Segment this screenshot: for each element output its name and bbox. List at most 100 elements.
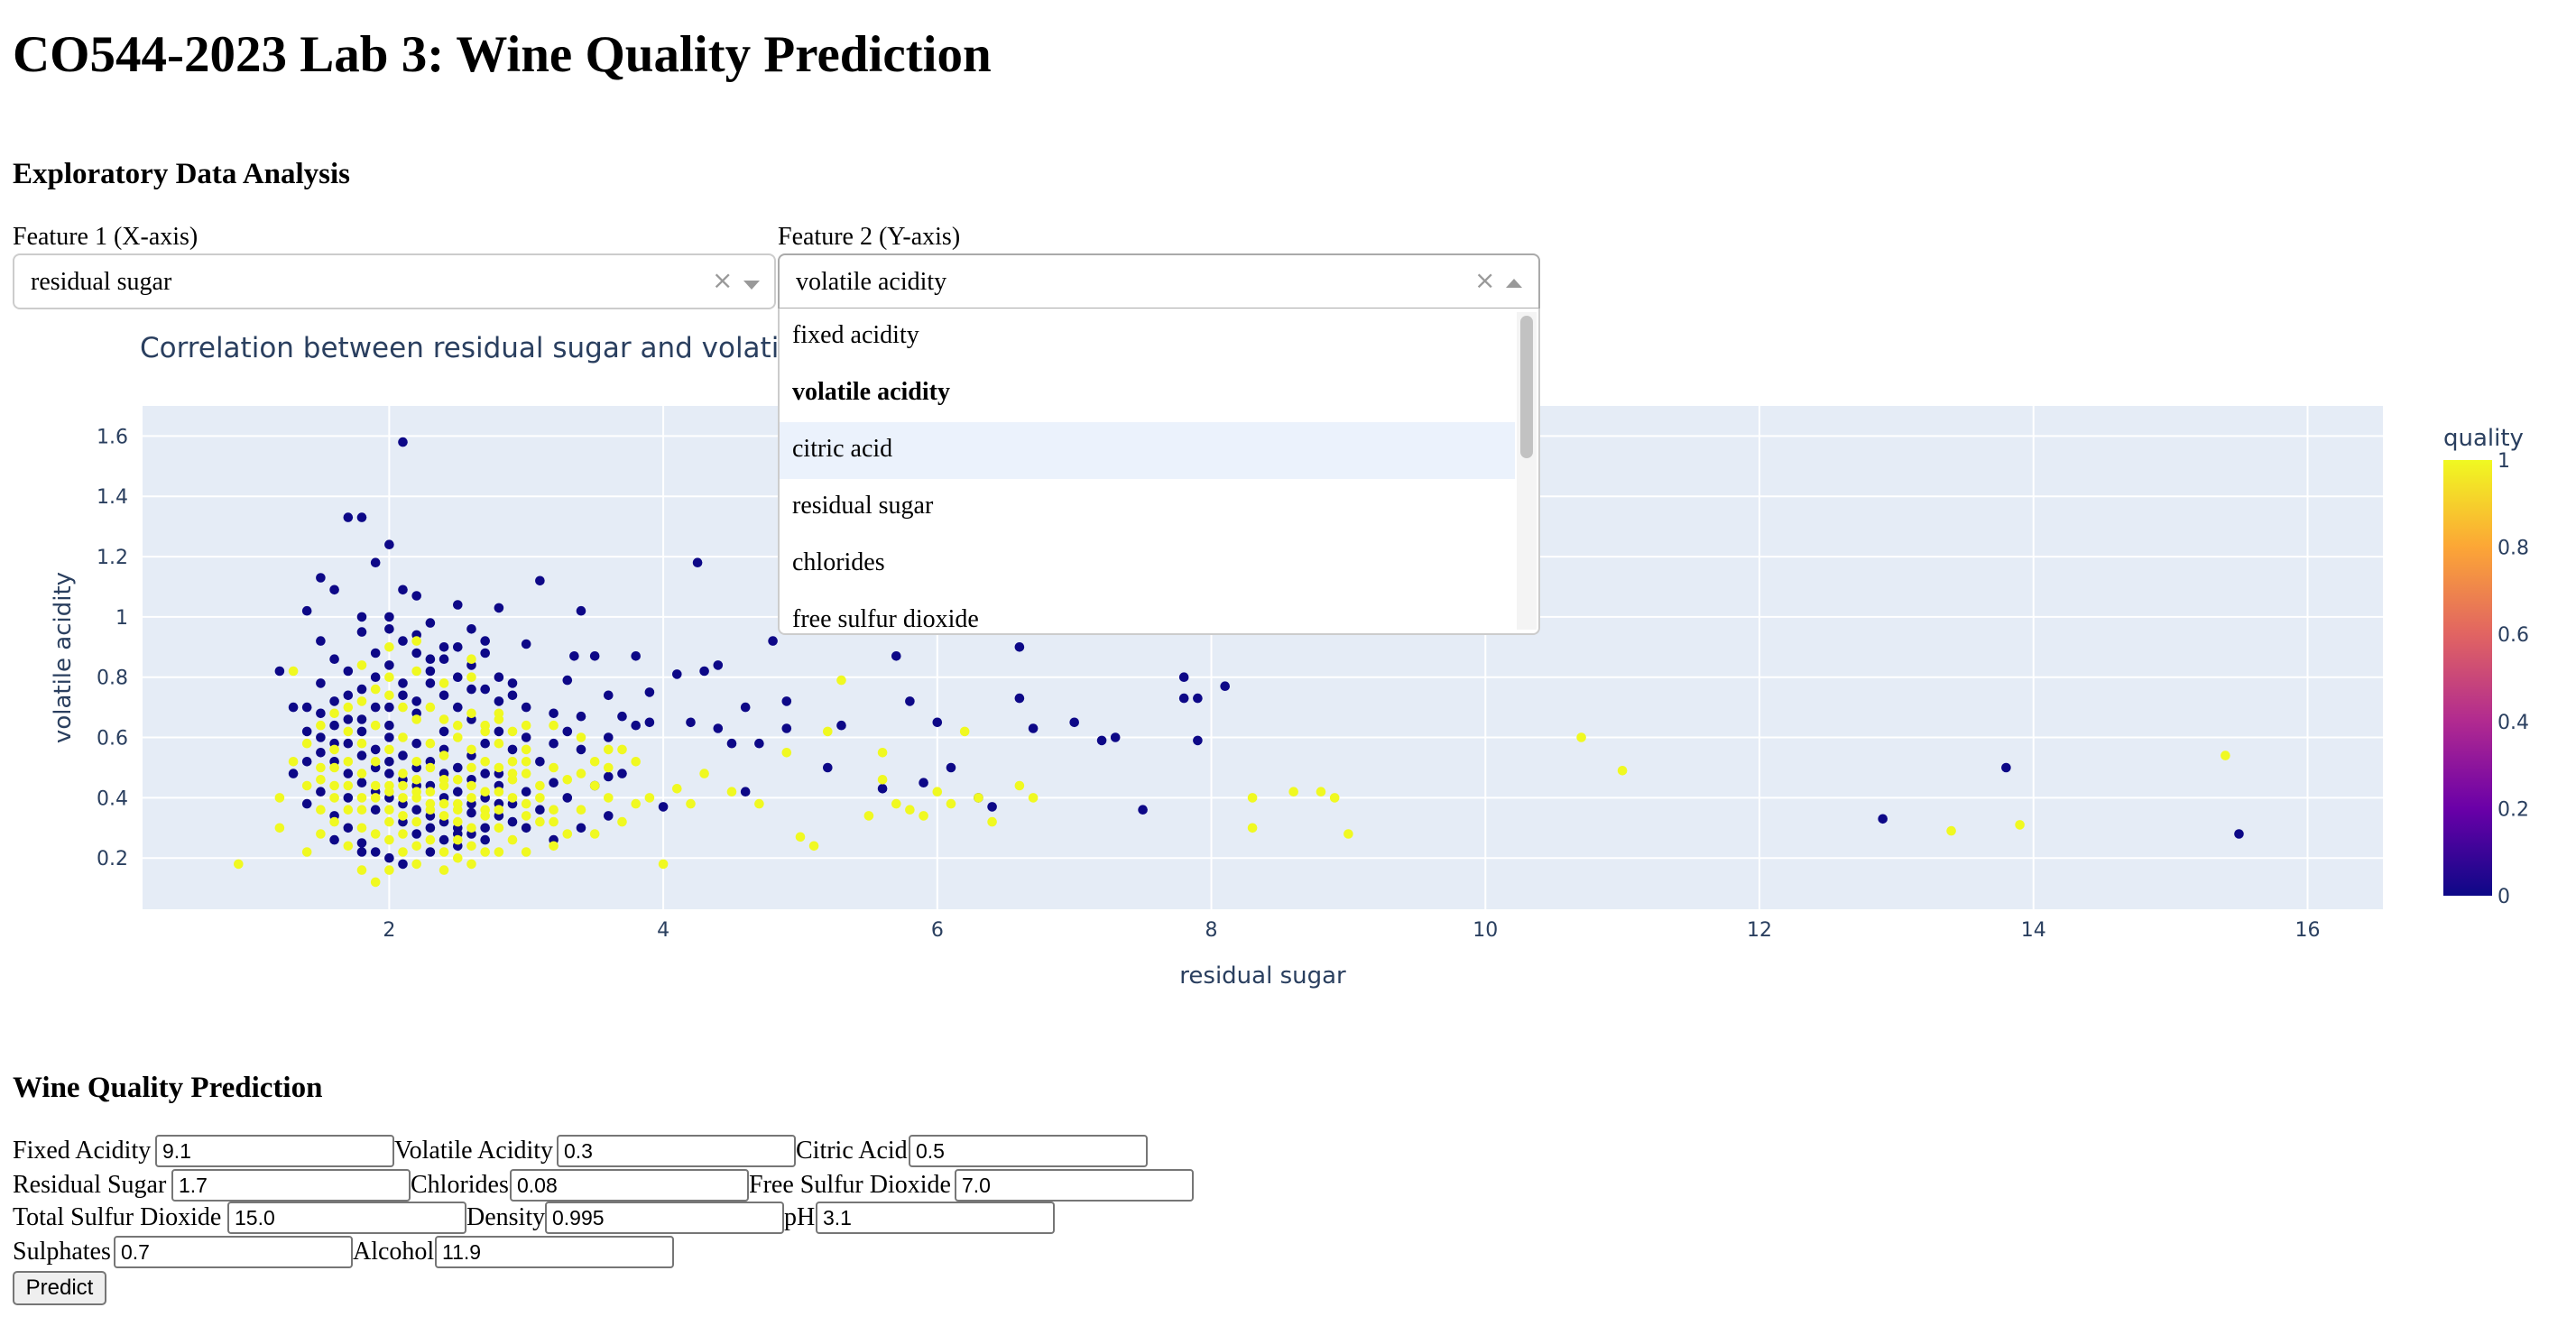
data-point-quality-0 — [726, 738, 737, 749]
data-point-quality-1 — [398, 702, 408, 713]
data-point-quality-1 — [549, 841, 559, 852]
dropdown-option[interactable]: fixed acidity — [780, 308, 1515, 365]
data-point-quality-0 — [1096, 735, 1107, 746]
data-point-quality-0 — [356, 726, 367, 737]
data-point-quality-1 — [425, 738, 436, 749]
data-point-quality-1 — [316, 775, 326, 785]
data-point-quality-0 — [932, 717, 943, 728]
clear-x-icon[interactable]: × — [712, 265, 734, 295]
data-point-quality-1 — [439, 750, 449, 760]
data-point-quality-0 — [1014, 642, 1025, 652]
density-input[interactable] — [545, 1202, 784, 1234]
data-point-quality-1 — [425, 702, 436, 713]
citric-acid-input[interactable] — [909, 1135, 1148, 1167]
data-point-quality-0 — [356, 847, 367, 857]
dropdown-option[interactable]: citric acid — [780, 422, 1515, 479]
data-point-quality-1 — [480, 811, 490, 821]
feature2-dropdown[interactable]: volatile acidity × — [778, 253, 1540, 309]
sulphates-input[interactable] — [114, 1236, 353, 1268]
colorbar — [2443, 460, 2492, 896]
data-point-quality-0 — [576, 605, 586, 616]
residual-sugar-input[interactable] — [171, 1169, 411, 1202]
data-point-quality-1 — [329, 793, 339, 803]
data-point-quality-0 — [768, 636, 778, 646]
y-tick-label: 1 — [115, 607, 128, 630]
feature1-dropdown[interactable]: residual sugar × — [13, 253, 776, 309]
data-point-quality-0 — [301, 757, 312, 767]
data-point-quality-1 — [877, 775, 888, 785]
data-point-quality-0 — [1069, 717, 1079, 728]
data-point-quality-0 — [384, 852, 394, 863]
data-point-quality-0 — [549, 738, 559, 749]
menu-scrollbar-thumb[interactable] — [1520, 316, 1533, 458]
data-point-quality-0 — [316, 708, 326, 719]
data-point-quality-1 — [795, 832, 806, 843]
data-point-quality-0 — [398, 636, 408, 646]
data-point-quality-0 — [549, 708, 559, 719]
data-point-quality-0 — [316, 787, 326, 797]
fixed-acidity-input[interactable] — [155, 1135, 394, 1167]
colorbar-tick-label: 0.8 — [2498, 538, 2529, 560]
data-point-quality-0 — [589, 651, 600, 661]
colorbar-tick-label: 0.4 — [2498, 712, 2529, 734]
data-point-quality-1 — [823, 726, 833, 737]
alcohol-label: Alcohol — [353, 1238, 435, 1266]
data-point-quality-0 — [288, 702, 299, 713]
data-point-quality-0 — [604, 690, 614, 701]
y-tick-label: 1.2 — [97, 547, 128, 569]
data-point-quality-0 — [274, 666, 285, 677]
data-point-quality-0 — [672, 669, 682, 679]
ph-input[interactable] — [816, 1202, 1055, 1234]
total-sulfur-dioxide-input[interactable] — [227, 1202, 466, 1234]
data-point-quality-0 — [453, 702, 463, 713]
data-point-quality-1 — [329, 744, 339, 755]
data-point-quality-1 — [274, 793, 285, 803]
data-point-quality-0 — [411, 829, 422, 839]
x-tick-label: 16 — [2294, 919, 2320, 942]
data-point-quality-1 — [686, 798, 696, 809]
dropdown-option[interactable]: chlorides — [780, 536, 1515, 593]
dropdown-option-label: volatile acidity — [792, 378, 950, 406]
data-point-quality-0 — [316, 636, 326, 646]
data-point-quality-1 — [521, 811, 531, 821]
data-point-quality-0 — [631, 651, 641, 661]
data-point-quality-0 — [316, 573, 326, 583]
caret-up-icon[interactable] — [1506, 279, 1522, 288]
data-point-quality-1 — [411, 775, 422, 785]
chlorides-input[interactable] — [510, 1169, 749, 1202]
volatile-acidity-input[interactable] — [557, 1135, 796, 1167]
data-point-quality-1 — [589, 757, 600, 767]
caret-down-icon[interactable] — [743, 281, 760, 290]
dropdown-option[interactable]: residual sugar — [780, 479, 1515, 536]
data-point-quality-0 — [2001, 762, 2011, 773]
data-point-quality-0 — [1193, 693, 1203, 704]
dropdown-option[interactable]: free sulfur dioxide — [780, 593, 1515, 633]
predict-button[interactable]: Predict — [13, 1271, 106, 1305]
data-point-quality-0 — [329, 720, 339, 731]
data-point-quality-1 — [370, 684, 381, 695]
feature2-options-menu[interactable]: fixed acidity volatile acidity citric acid… — [778, 308, 1540, 635]
menu-scrollbar[interactable] — [1517, 312, 1537, 630]
dropdown-option-label: residual sugar — [792, 492, 934, 520]
data-point-quality-1 — [521, 798, 531, 809]
data-point-quality-0 — [453, 600, 463, 610]
data-point-quality-0 — [343, 690, 354, 701]
data-point-quality-1 — [384, 642, 394, 652]
clear-x-icon[interactable]: × — [1474, 265, 1496, 295]
data-point-quality-0 — [658, 802, 669, 812]
alcohol-input[interactable] — [435, 1236, 674, 1268]
data-point-quality-0 — [356, 750, 367, 760]
dropdown-option[interactable]: volatile acidity — [780, 365, 1515, 422]
data-point-quality-1 — [453, 720, 463, 731]
x-tick-label: 4 — [657, 919, 669, 942]
data-point-quality-0 — [549, 778, 559, 787]
x-tick-label: 2 — [383, 919, 395, 942]
free-sulfur-dioxide-input[interactable] — [955, 1169, 1194, 1202]
data-point-quality-0 — [699, 666, 709, 677]
data-point-quality-1 — [356, 696, 367, 706]
data-point-quality-1 — [604, 762, 614, 773]
data-point-quality-0 — [356, 627, 367, 637]
data-point-quality-0 — [370, 744, 381, 755]
data-point-quality-1 — [343, 780, 354, 791]
data-point-quality-1 — [453, 775, 463, 785]
